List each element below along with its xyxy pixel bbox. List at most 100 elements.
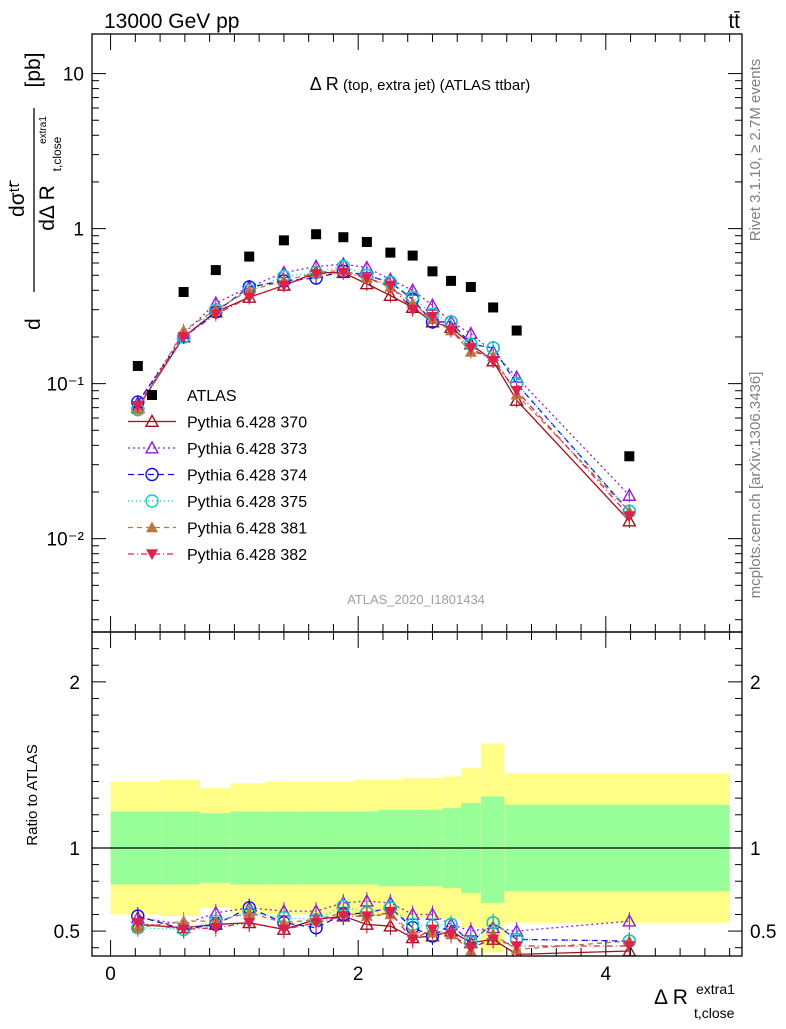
data-point <box>310 269 323 280</box>
series-2 <box>130 256 637 503</box>
data-point <box>509 392 524 406</box>
header-process-label: 13000 GeV pp <box>104 10 239 33</box>
data-point <box>623 511 636 523</box>
data-point <box>361 236 372 247</box>
ratio-y-tick-label-right: 0.5 <box>750 922 776 943</box>
series-line <box>137 271 630 522</box>
plot-title-sub: (top, extra jet) (ATLAS ttbar) <box>339 77 530 94</box>
y-tick-label: 10⁻¹ <box>47 375 85 396</box>
data-point <box>445 325 458 337</box>
ratio-line <box>137 915 630 955</box>
legend-label: Pythia 6.428 370 <box>187 415 307 432</box>
legend-marker <box>145 467 159 482</box>
y-axis-label-top: d <box>22 318 45 330</box>
legend-marker <box>147 390 157 400</box>
data-point <box>243 284 256 296</box>
legend-entry: Pythia 6.428 374 <box>128 468 307 485</box>
ratio-point <box>359 916 375 930</box>
y-label-sup: extra1 <box>38 116 49 144</box>
y-tick-label: 10 <box>63 65 84 86</box>
legend-label: Pythia 6.428 375 <box>187 494 307 511</box>
data-point <box>624 451 635 462</box>
ratio-y-tick-label-right: 2 <box>750 673 761 694</box>
ratio-point <box>209 922 222 934</box>
y-label-prefix: d <box>22 318 45 330</box>
data-point <box>277 280 290 292</box>
legend-marker <box>145 494 159 508</box>
plot-title-main: Δ R <box>310 74 339 94</box>
ratio-point <box>487 934 500 946</box>
ratio-point <box>177 924 190 936</box>
ratio-series-5 <box>131 903 636 956</box>
bottom-frame <box>91 631 743 957</box>
data-point <box>360 273 373 285</box>
series-6 <box>131 265 636 524</box>
data-point <box>464 343 477 354</box>
ratio-point <box>464 942 477 954</box>
data-point <box>488 302 499 313</box>
ratio-y-tick-label: 2 <box>69 673 80 694</box>
legend-entry: Pythia 6.428 382 <box>128 547 307 564</box>
data-point <box>243 292 256 304</box>
y-tick-label: 1 <box>73 220 84 241</box>
ratio-point <box>622 913 637 927</box>
series-line <box>137 265 630 512</box>
legend-marker <box>146 549 158 560</box>
data-point <box>406 304 419 316</box>
data-point <box>465 282 476 293</box>
data-point <box>511 325 522 336</box>
legend-label: Pythia 6.428 382 <box>187 547 307 564</box>
ratio-point <box>510 941 523 953</box>
data-point <box>210 265 221 276</box>
data-point <box>338 232 349 243</box>
ratio-line <box>137 900 630 932</box>
ratio-point <box>243 917 256 929</box>
data-point <box>132 360 143 371</box>
ratio-y-tick-label: 1 <box>69 839 80 860</box>
header-final-state: tt̄ <box>728 10 740 33</box>
legend-entry: Pythia 6.428 370 <box>128 414 307 432</box>
plot-title: Δ R (top, extra jet) (ATLAS ttbar) <box>310 74 530 94</box>
legend-label: Pythia 6.428 381 <box>187 521 307 538</box>
data-point <box>278 235 289 246</box>
x-label-sup: extra1 <box>696 981 735 997</box>
legend-label: Pythia 6.428 373 <box>187 441 307 458</box>
data-point <box>622 513 637 527</box>
data-point <box>622 488 637 501</box>
data-point <box>244 251 255 262</box>
legend-marker <box>144 414 160 427</box>
ratio-point <box>623 941 636 953</box>
series-line <box>137 263 630 496</box>
rivet-version-label: Rivet 3.1.10, ≥ 2.7M events <box>747 59 764 242</box>
y-label-unit: [pb] <box>22 52 45 87</box>
data-point <box>383 288 398 302</box>
data-point <box>131 400 144 412</box>
x-tick-label: 4 <box>601 964 612 985</box>
data-point <box>359 276 375 290</box>
data-point <box>384 280 397 292</box>
x-axis-label: Δ R t,close extra1 <box>654 981 735 1021</box>
series-0 <box>132 229 635 462</box>
ratio-line <box>137 912 630 952</box>
y-label-denominator: dΔ R <box>36 185 59 231</box>
y-label-sub: t,close <box>50 136 64 171</box>
ratio-y-tick-label: 0.5 <box>54 922 80 943</box>
ratio-point <box>445 929 458 941</box>
ratio-point <box>384 908 397 919</box>
legend-entry: Pythia 6.428 375 <box>128 494 307 511</box>
ratio-y-tick-label-right: 1 <box>750 839 761 860</box>
data-point <box>510 385 523 397</box>
data-point <box>337 267 350 279</box>
svg-text:d: d <box>22 318 45 330</box>
data-point <box>311 229 322 240</box>
ratio-point <box>243 906 256 918</box>
ratio-point <box>406 934 419 946</box>
ratio-point <box>337 911 350 923</box>
legend-label: ATLAS <box>187 388 237 405</box>
ratio-point <box>310 917 323 929</box>
x-label-main: Δ R <box>654 986 688 1009</box>
analysis-id: ATLAS_2020_I1801434 <box>347 592 485 607</box>
legend-marker <box>146 521 158 533</box>
legend-entry: Pythia 6.428 373 <box>128 440 307 458</box>
